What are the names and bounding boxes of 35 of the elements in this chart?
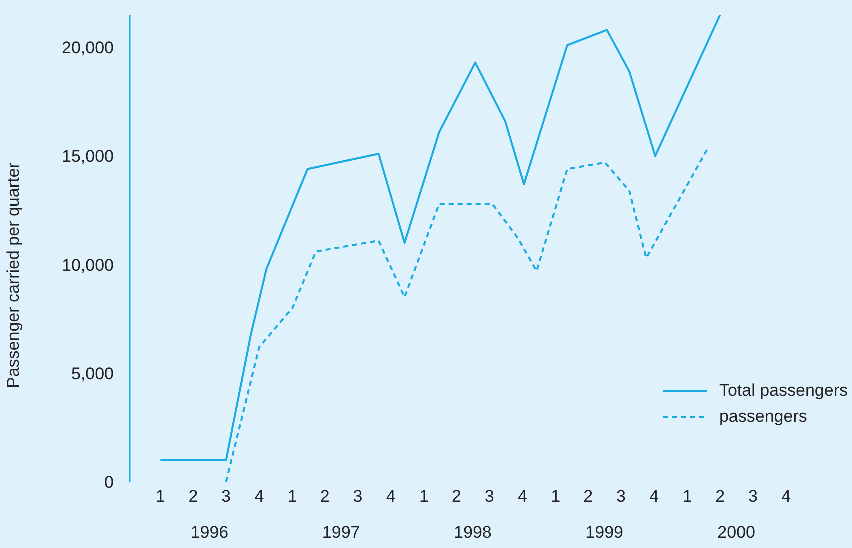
- x-tick-label: 1: [288, 487, 298, 506]
- x-tick-label: 1: [682, 487, 692, 506]
- x2-tick-label: 1997: [322, 523, 360, 542]
- x-tick-label: 3: [616, 487, 626, 506]
- legend-label: passengers: [719, 407, 808, 427]
- x-tick-label: 3: [222, 487, 232, 506]
- y-axis-title: Passenger carried per quarter: [4, 162, 24, 388]
- x-tick-label: 4: [650, 487, 660, 506]
- x-tick-label: 2: [320, 487, 330, 506]
- y-tick-label: 10,000: [62, 256, 114, 275]
- x-tick-label: 4: [518, 487, 528, 506]
- line-series: [225, 148, 708, 482]
- x-tick-label: 4: [782, 487, 792, 506]
- legend-label: Total passengers: [719, 381, 848, 401]
- x-tick-label: 1: [420, 487, 430, 506]
- x-tick-label: 2: [584, 487, 594, 506]
- x-tick-label: 3: [484, 487, 494, 506]
- x2-tick-label: 1996: [190, 523, 229, 542]
- x2-tick-label: 2000: [718, 523, 756, 542]
- y-tick-label: 15,000: [62, 147, 114, 166]
- x-tick-label: 4: [254, 487, 264, 506]
- y-tick-label: 20,000: [62, 38, 114, 58]
- x2-tick-label: 1999: [586, 523, 624, 542]
- x-tick-label: 3: [748, 487, 758, 506]
- x-tick-label: 2: [188, 487, 198, 506]
- line-series: [160, 15, 722, 462]
- x2-tick-label: 1998: [454, 523, 492, 542]
- x-tick-label: 2: [716, 487, 726, 506]
- x-tick-label: 1: [156, 487, 166, 506]
- x-tick-label: 2: [452, 487, 462, 506]
- y-tick-label: 0: [104, 473, 114, 492]
- x-tick-label: 3: [353, 487, 363, 506]
- x-tick-label: 4: [386, 487, 396, 506]
- y-tick-label: 5,000: [71, 364, 114, 384]
- x-tick-label: 1: [551, 487, 561, 506]
